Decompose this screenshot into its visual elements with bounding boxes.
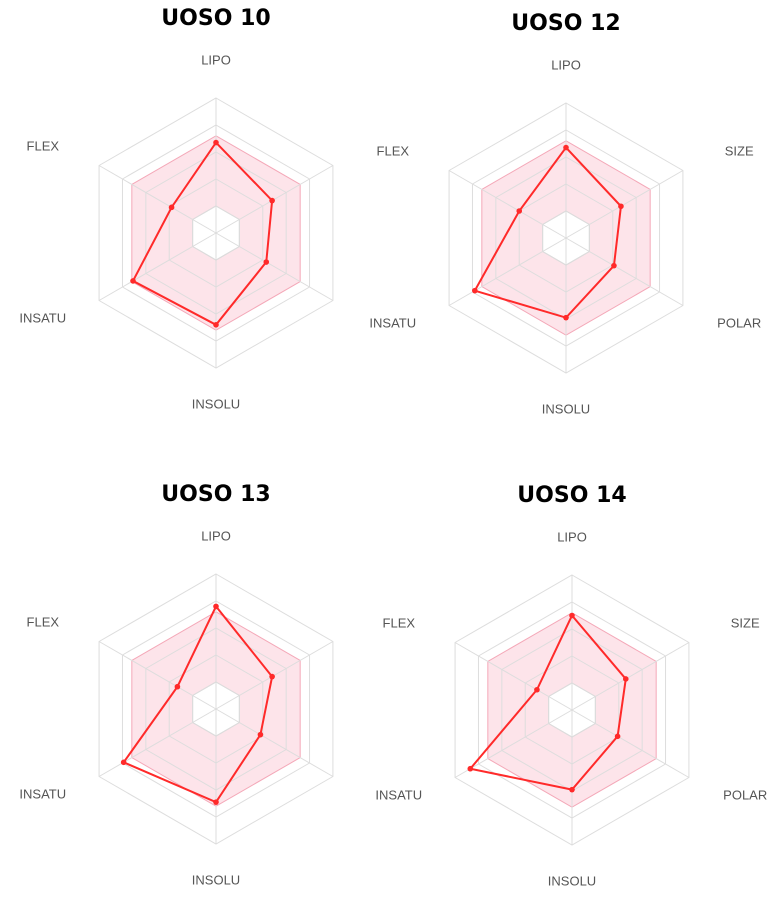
chart-title: UOSO 13 <box>161 482 270 507</box>
data-point <box>257 731 264 738</box>
spoke <box>98 708 217 777</box>
data-point <box>516 208 523 214</box>
data-point <box>168 204 175 211</box>
radar-chart: UOSO 12 LIPO SIZE POLAR INSOLU INSATU FLEX <box>369 11 761 416</box>
axis-label: INSATU <box>19 786 66 801</box>
chart-title: UOSO 12 <box>511 11 620 36</box>
axis-label: FLEX <box>383 615 416 630</box>
axis-label: INSATU <box>375 787 422 802</box>
data-point <box>534 686 540 693</box>
axis-label: INSOLU <box>542 401 590 416</box>
spoke <box>215 232 334 301</box>
axis-label: LIPO <box>557 529 587 544</box>
axis-label: LIPO <box>201 52 231 67</box>
spoke <box>448 237 567 306</box>
axis-label: INSOLU <box>192 872 240 887</box>
data-point <box>563 144 569 151</box>
data-point <box>174 683 181 690</box>
axis-label: FLEX <box>27 138 60 153</box>
axis-label: POLAR <box>723 787 767 802</box>
spoke <box>98 165 217 234</box>
axis-label: SIZE <box>725 143 754 158</box>
spoke <box>215 708 334 777</box>
data-point <box>467 765 474 772</box>
axis-label: SIZE <box>731 615 760 630</box>
chart-title: UOSO 14 <box>517 483 626 508</box>
data-point <box>569 786 575 793</box>
axis-label: INSOLU <box>192 396 240 411</box>
axis-label: INSATU <box>369 315 416 330</box>
radar-chart: UOSO 10 LIPO INSOLU INSATU FLEX <box>19 6 334 411</box>
spoke <box>454 709 573 778</box>
spoke <box>98 641 217 710</box>
axis-label: LIPO <box>201 528 231 543</box>
data-point <box>120 759 127 766</box>
spoke <box>454 642 573 711</box>
spoke <box>571 642 690 711</box>
data-point <box>614 733 621 740</box>
data-point <box>213 322 219 328</box>
axis-label: FLEX <box>27 614 60 629</box>
data-point <box>269 197 275 204</box>
axis-label: INSATU <box>19 310 66 325</box>
data-point <box>611 262 617 269</box>
data-point <box>472 287 478 294</box>
axis-label: FLEX <box>377 143 410 158</box>
spoke <box>565 170 684 239</box>
data-point <box>563 314 569 321</box>
data-point <box>569 612 575 619</box>
axis-label: POLAR <box>717 315 761 330</box>
data-point <box>263 259 270 265</box>
spoke <box>98 232 217 301</box>
radar-chart: UOSO 13 LIPO INSOLU INSATU FLEX <box>19 482 334 887</box>
axis-label: INSOLU <box>548 873 596 888</box>
data-point <box>213 139 219 146</box>
chart-title: UOSO 10 <box>161 6 270 31</box>
data-point <box>622 676 629 682</box>
spoke <box>571 709 690 778</box>
data-point <box>618 203 624 210</box>
radar-chart: UOSO 14 LIPO SIZE POLAR INSOLU INSATU FLEX <box>375 483 767 888</box>
data-point <box>130 278 136 284</box>
axis-label: LIPO <box>551 57 581 72</box>
data-point <box>269 673 275 680</box>
spoke <box>448 170 567 239</box>
spoke <box>565 237 684 306</box>
data-point <box>213 799 219 805</box>
data-point <box>213 603 219 610</box>
